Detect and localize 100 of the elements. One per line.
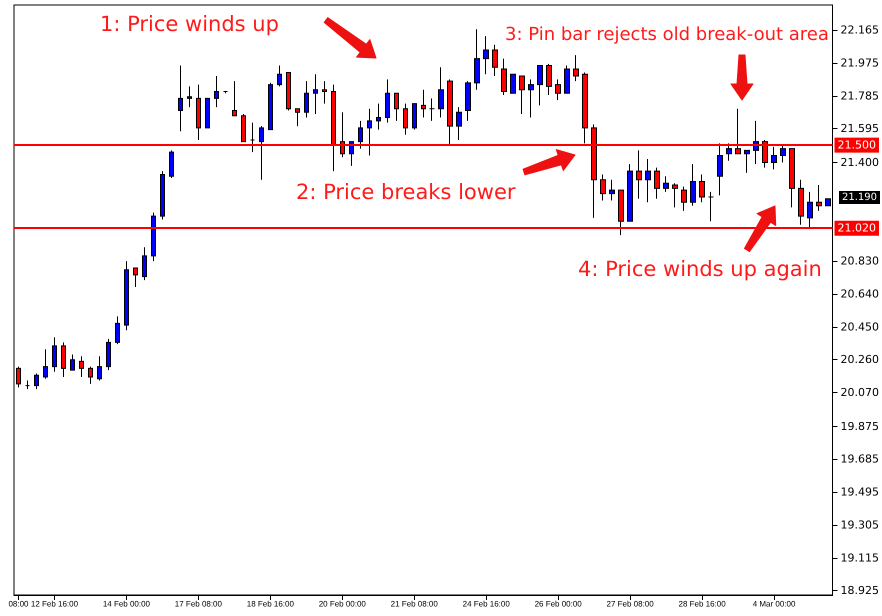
annotation: 3: Pin bar rejects old break-out area	[505, 24, 829, 45]
y-tick-label: 21.400	[840, 156, 880, 169]
candlestick	[537, 65, 543, 106]
candlestick	[421, 89, 426, 118]
candlestick	[160, 170, 165, 220]
candlestick	[492, 44, 498, 76]
candlestick	[600, 174, 606, 202]
y-tick-label: 19.685	[840, 452, 880, 466]
candlestick	[295, 108, 300, 127]
x-tick-label: 14 Feb 00:00	[102, 600, 151, 608]
candlestick	[241, 114, 246, 142]
candlestick	[43, 348, 48, 380]
candlestick	[726, 142, 732, 162]
x-tick-label: 26 Feb 00:00	[534, 600, 582, 608]
candlestick	[394, 92, 399, 122]
y-tick-label: 19.305	[840, 518, 880, 532]
x-tick-label: 27 Feb 08:00	[606, 600, 654, 608]
candlestick	[681, 186, 687, 212]
candlestick	[376, 103, 381, 130]
x-tick-label: 28 Feb 16:00	[678, 600, 726, 608]
candlestick	[313, 74, 318, 115]
candlestick	[456, 106, 462, 140]
candlestick	[115, 316, 120, 345]
candlestick	[403, 103, 408, 136]
candlestick	[474, 28, 480, 90]
candlestick	[672, 182, 678, 208]
y-tick-label: 19.495	[840, 486, 880, 499]
candlestick	[564, 65, 570, 94]
x-tick-label: 18 Feb 16:00	[246, 600, 294, 608]
candlestick	[807, 191, 813, 229]
candlestick	[250, 122, 255, 153]
candlestick	[367, 108, 372, 156]
candlestick	[268, 82, 273, 130]
y-tick-label: 20.070	[840, 386, 880, 400]
candlestick	[744, 150, 750, 174]
candlestick	[52, 336, 57, 372]
candlestick	[636, 150, 642, 200]
candlestick	[771, 146, 777, 170]
candlestick	[34, 373, 39, 390]
candlestick	[573, 54, 579, 82]
y-tick-label: 21.785	[840, 89, 880, 102]
candlestick	[555, 78, 561, 101]
candlestick	[789, 148, 795, 208]
candlestick	[429, 98, 435, 122]
x-tick-label: 17 Feb 08:00	[174, 600, 223, 608]
candlestick	[528, 78, 534, 118]
candlestick	[133, 267, 138, 288]
text: 21.190	[839, 191, 880, 204]
candlestick	[412, 103, 417, 130]
y-tick-label: 21.595	[840, 122, 880, 136]
annotation: 1: Price winds up	[100, 12, 279, 36]
candlestick	[70, 354, 75, 371]
candlestick	[97, 356, 102, 381]
candlestick	[88, 366, 93, 384]
candlestick	[178, 65, 183, 132]
candlestick	[690, 164, 696, 206]
candlestick	[25, 380, 30, 390]
y-tick-label: 22.165	[840, 24, 880, 37]
x-tick-label: 24 Feb 16:00	[462, 600, 510, 608]
annotation: 2: Price breaks lower	[296, 180, 516, 204]
candlestick	[465, 80, 471, 122]
y-tick-label: 20.830	[840, 254, 880, 268]
x-tick-label: 12 Feb 16:00	[30, 600, 79, 608]
candlestick	[483, 36, 489, 75]
candlestick	[645, 158, 651, 203]
candlestick	[385, 78, 390, 124]
candlestick	[798, 179, 804, 226]
y-tick-label: 18.925	[840, 584, 880, 598]
candlestick	[304, 80, 309, 118]
candlestick	[609, 179, 615, 202]
candlestick	[196, 84, 201, 140]
y-tick-label: 19.875	[840, 420, 880, 433]
candlestick	[61, 342, 66, 378]
candlestick	[654, 167, 660, 200]
candlestick	[501, 58, 507, 96]
ref-line-label: 21.020	[838, 222, 876, 235]
candlestick	[816, 184, 822, 212]
candlestick	[142, 246, 147, 281]
y-tick-label: 20.450	[840, 320, 880, 334]
y-tick-label: 19.115	[840, 551, 880, 564]
candlestick	[663, 176, 669, 192]
candlestick	[780, 144, 786, 163]
candlestick	[358, 120, 363, 150]
y-tick-label: 21.975	[840, 56, 880, 70]
x-tick-label: 4 Mar 00:00	[752, 600, 796, 608]
candlestick	[214, 75, 219, 108]
candlestick	[223, 91, 228, 94]
ref-line-label: 21.500	[838, 138, 876, 152]
candlestick	[510, 74, 516, 94]
candlestick	[16, 366, 21, 388]
candlestick	[519, 75, 525, 115]
candlestick	[627, 164, 633, 222]
candlestick	[187, 86, 192, 108]
x-tick-label: 08:00	[8, 600, 30, 608]
candlestick	[106, 338, 111, 371]
candlestick	[151, 212, 156, 262]
candlestick	[277, 65, 282, 87]
candlestick	[169, 150, 174, 179]
candlestick	[322, 80, 327, 104]
candlestick	[825, 198, 831, 206]
